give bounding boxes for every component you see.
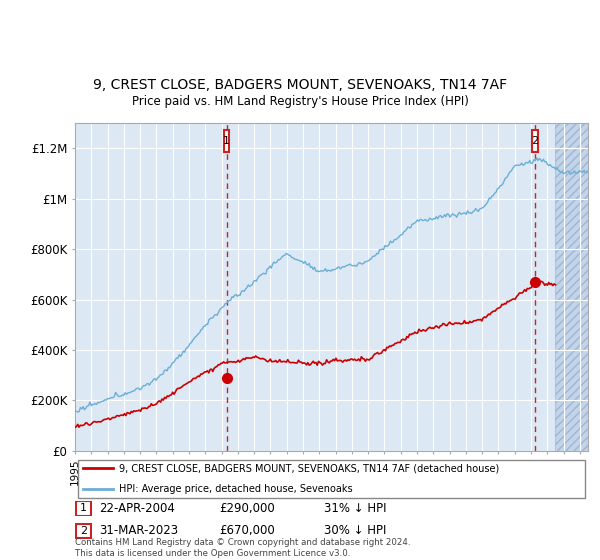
Text: 30% ↓ HPI: 30% ↓ HPI — [324, 524, 386, 538]
Text: 22-APR-2004: 22-APR-2004 — [99, 502, 175, 515]
Text: 9, CREST CLOSE, BADGERS MOUNT, SEVENOAKS, TN14 7AF: 9, CREST CLOSE, BADGERS MOUNT, SEVENOAKS… — [93, 78, 507, 92]
Bar — [532, 129, 538, 152]
Text: Price paid vs. HM Land Registry's House Price Index (HPI): Price paid vs. HM Land Registry's House … — [131, 95, 469, 108]
FancyBboxPatch shape — [76, 501, 91, 516]
Text: £290,000: £290,000 — [219, 502, 275, 515]
Text: Contains HM Land Registry data © Crown copyright and database right 2024.
This d: Contains HM Land Registry data © Crown c… — [75, 538, 410, 558]
Text: 2: 2 — [532, 136, 539, 146]
FancyBboxPatch shape — [77, 460, 586, 498]
Text: 31-MAR-2023: 31-MAR-2023 — [99, 524, 178, 538]
Bar — [224, 129, 229, 152]
Text: HPI: Average price, detached house, Sevenoaks: HPI: Average price, detached house, Seve… — [119, 484, 352, 494]
Text: £670,000: £670,000 — [219, 524, 275, 538]
Text: 1: 1 — [223, 136, 230, 146]
Text: 9, CREST CLOSE, BADGERS MOUNT, SEVENOAKS, TN14 7AF (detached house): 9, CREST CLOSE, BADGERS MOUNT, SEVENOAKS… — [119, 463, 499, 473]
FancyBboxPatch shape — [76, 524, 91, 538]
Text: 1: 1 — [80, 503, 87, 514]
Text: 31% ↓ HPI: 31% ↓ HPI — [324, 502, 386, 515]
Text: 2: 2 — [80, 526, 87, 536]
Bar — [556, 123, 588, 451]
